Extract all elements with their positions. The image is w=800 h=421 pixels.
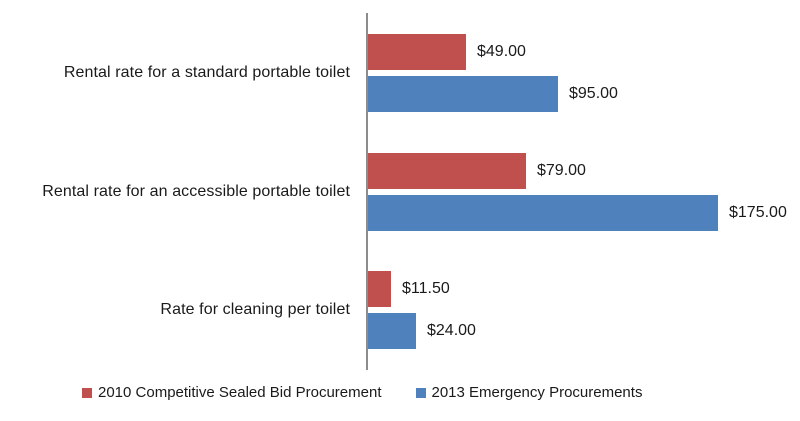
- legend-label-2010: 2010 Competitive Sealed Bid Procurement: [98, 384, 382, 401]
- data-label-2010-category-0: $49.00: [477, 43, 526, 60]
- data-label-2013-category-0: $95.00: [569, 85, 618, 102]
- legend-label-2013: 2013 Emergency Procurements: [431, 384, 643, 401]
- legend-item-2010: 2010 Competitive Sealed Bid Procurement: [82, 384, 382, 401]
- legend-swatch-2010-icon: [82, 387, 92, 398]
- bar-2010-category-0: [368, 34, 466, 70]
- bar-2010-category-1: [368, 153, 526, 189]
- data-label-2013-category-1: $175.00: [729, 204, 787, 221]
- legend: 2010 Competitive Sealed Bid Procurement …: [82, 384, 642, 401]
- category-label: Rental rate for a standard portable toil…: [63, 64, 350, 81]
- data-label-2010-category-1: $79.00: [537, 162, 586, 179]
- bar-2013-category-0: [368, 76, 558, 112]
- bar-2010-category-2: [368, 271, 391, 307]
- category-label: Rental rate for an accessible portable t…: [42, 183, 350, 200]
- data-label-2013-category-2: $24.00: [427, 322, 476, 339]
- data-label-2010-category-2: $11.50: [402, 280, 450, 297]
- legend-swatch-2013-icon: [415, 387, 426, 398]
- bar-2013-category-2: [368, 313, 416, 349]
- legend-item-2013: 2013 Emergency Procurements: [415, 384, 643, 401]
- bar-2013-category-1: [368, 195, 718, 231]
- category-label: Rate for cleaning per toilet: [160, 301, 350, 318]
- category-axis-line: [366, 13, 368, 370]
